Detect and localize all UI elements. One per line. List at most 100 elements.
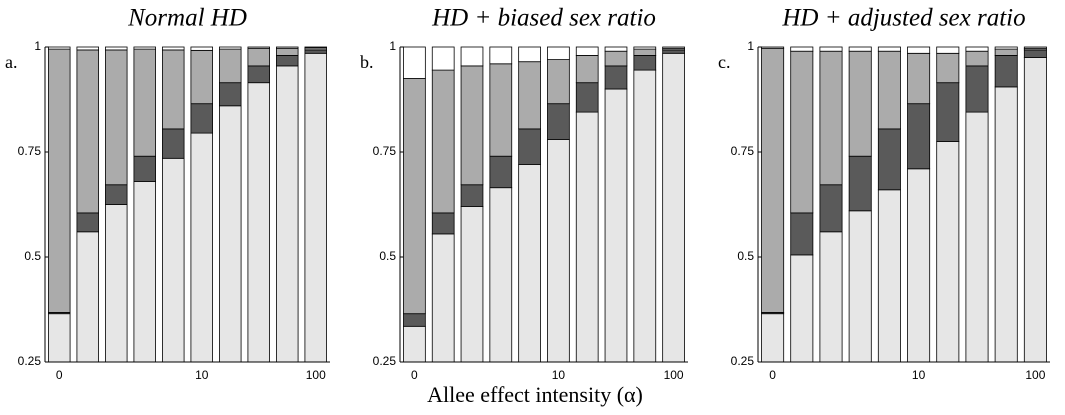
panel-label: c. xyxy=(718,52,731,72)
bar-segment xyxy=(575,55,599,84)
x-tick-label: 0 xyxy=(769,368,776,382)
bar-segment xyxy=(633,69,657,363)
bar-segment xyxy=(48,46,71,50)
bar-segment xyxy=(190,103,213,134)
x-axis-label: Allee effect intensity (α) xyxy=(427,382,643,407)
bar-segment xyxy=(877,189,901,363)
bar-segment xyxy=(790,46,814,52)
bar-segment xyxy=(304,49,327,54)
bar-segment xyxy=(518,61,541,130)
bar-segment xyxy=(276,65,299,363)
bar-segment xyxy=(460,65,484,186)
y-tick-label: 0.75 xyxy=(373,144,397,158)
bar-segment xyxy=(907,168,931,363)
bar-segment xyxy=(965,111,989,363)
bar-segment xyxy=(247,82,270,363)
bar-segment xyxy=(547,103,570,140)
bar-segment xyxy=(162,49,185,130)
bar-segment xyxy=(547,46,570,61)
y-tick-label: 0.5 xyxy=(737,249,754,263)
bar-segment xyxy=(936,141,960,363)
bar-segment xyxy=(761,313,785,363)
bar-segment xyxy=(431,212,455,235)
y-tick-label: 0.75 xyxy=(731,144,755,158)
bar-segment xyxy=(662,52,685,363)
bar-segment xyxy=(105,49,128,186)
bar-segment xyxy=(547,138,570,363)
bar-segment xyxy=(907,46,931,54)
bar-segment xyxy=(489,63,513,157)
bar-segment xyxy=(907,52,931,105)
bar-segment xyxy=(877,46,901,52)
bar-segment xyxy=(790,212,814,256)
y-tick-label: 0.75 xyxy=(18,144,42,158)
bar-segment xyxy=(460,184,484,207)
bar-segment xyxy=(133,48,156,157)
bar-segment xyxy=(76,49,99,214)
bar-segment xyxy=(76,46,99,51)
bar-segment xyxy=(76,231,99,363)
x-tick-label: 100 xyxy=(306,368,326,382)
x-tick-label: 100 xyxy=(1025,368,1045,382)
y-tick-label: 0.5 xyxy=(379,249,396,263)
x-tick-label: 10 xyxy=(552,368,566,382)
bar-segment xyxy=(633,55,657,71)
y-tick-label: 0.25 xyxy=(373,354,397,368)
bar-segment xyxy=(162,46,185,51)
bar-segment xyxy=(994,46,1018,50)
bar-segment xyxy=(994,86,1018,363)
bar-segment xyxy=(304,46,327,49)
bar-segment xyxy=(460,46,484,67)
bar-segment xyxy=(848,210,872,363)
bar-segment xyxy=(848,46,872,52)
bar-segment xyxy=(604,65,628,90)
bar-segment xyxy=(403,46,426,79)
bar-segment xyxy=(219,105,242,363)
bar-segment xyxy=(936,46,960,54)
bar-segment xyxy=(819,184,843,233)
bar-segment xyxy=(965,50,989,67)
bar-segment xyxy=(431,69,455,214)
bar-segment xyxy=(162,157,185,363)
y-tick-label: 1 xyxy=(389,39,396,53)
x-tick-label: 0 xyxy=(56,368,63,382)
bar-segment xyxy=(790,50,814,214)
chart-title: HD + biased sex ratio xyxy=(431,5,656,32)
bar-segment xyxy=(190,46,213,51)
bar-segment xyxy=(604,46,628,52)
bar-segment xyxy=(219,46,242,50)
bar-segment xyxy=(994,55,1018,88)
y-tick-label: 0.25 xyxy=(18,354,42,368)
bar-segment xyxy=(965,65,989,113)
bar-segment xyxy=(403,78,426,315)
bar-segment xyxy=(877,128,901,191)
bar-segment xyxy=(162,128,185,159)
bar-segment xyxy=(907,103,931,170)
bar-segment xyxy=(518,164,541,363)
y-tick-label: 1 xyxy=(34,39,41,53)
bar-segment xyxy=(247,65,270,84)
bar-segment xyxy=(489,46,513,65)
bar-segment xyxy=(276,47,299,56)
chart-title: Normal HD xyxy=(127,5,247,32)
x-tick-label: 0 xyxy=(411,368,418,382)
bar-segment xyxy=(633,48,657,56)
bar-segment xyxy=(219,82,242,107)
bar-segment xyxy=(105,204,128,363)
bar-segment xyxy=(518,128,541,165)
bar-segment xyxy=(761,47,785,313)
panel-label: a. xyxy=(5,52,18,72)
chart-title: HD + adjusted sex ratio xyxy=(781,5,1025,32)
bar-segment xyxy=(575,46,599,56)
bar-segment xyxy=(460,206,484,363)
x-tick-label: 10 xyxy=(195,368,209,382)
bar-segment xyxy=(662,49,685,54)
bar-segment xyxy=(633,46,657,50)
x-tick-label: 10 xyxy=(912,368,926,382)
bar-segment xyxy=(76,212,99,233)
y-tick-label: 1 xyxy=(747,39,754,53)
bar-segment xyxy=(219,48,242,84)
bar-segment xyxy=(105,46,128,51)
bar-segment xyxy=(105,184,128,205)
x-tick-label: 100 xyxy=(664,368,684,382)
